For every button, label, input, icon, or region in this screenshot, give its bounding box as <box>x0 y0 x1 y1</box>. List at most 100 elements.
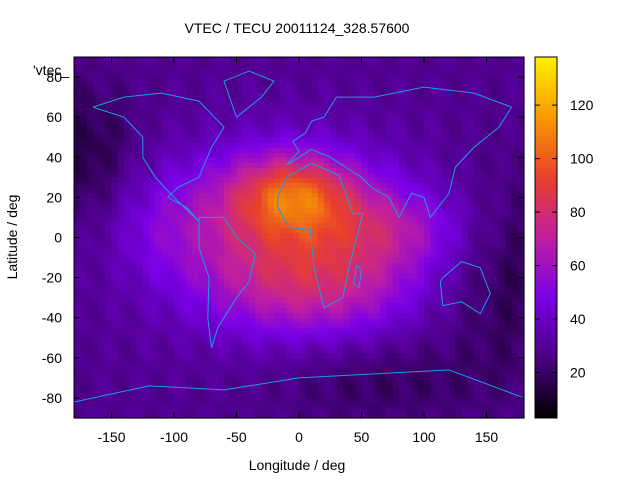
heatmap-cell <box>417 267 425 274</box>
heatmap-cell <box>480 192 488 198</box>
heatmap-cell <box>424 62 431 68</box>
heatmap-cell <box>461 187 469 193</box>
heatmap-cell <box>474 157 481 163</box>
heatmap-cell <box>317 67 325 73</box>
heatmap-cell <box>136 297 144 304</box>
heatmap-cell <box>474 307 481 314</box>
heatmap-cell <box>324 392 331 399</box>
heatmap-cell <box>380 282 388 289</box>
heatmap-cell <box>436 382 444 389</box>
heatmap-cell <box>180 377 188 384</box>
heatmap-cell <box>149 197 156 203</box>
heatmap-cell <box>299 157 306 163</box>
heatmap-cell <box>224 402 231 409</box>
heatmap-cell <box>255 182 263 188</box>
heatmap-cell <box>474 177 481 183</box>
heatmap-cell <box>286 147 294 153</box>
heatmap-cell <box>386 172 394 178</box>
heatmap-cell <box>99 197 106 203</box>
heatmap-cell <box>111 332 119 339</box>
heatmap-cell <box>199 302 206 309</box>
heatmap-cell <box>324 157 331 163</box>
heatmap-cell <box>411 127 419 133</box>
heatmap-cell <box>349 92 356 98</box>
heatmap-cell <box>124 227 131 234</box>
heatmap-cell <box>261 367 269 374</box>
heatmap-cell <box>311 352 319 359</box>
heatmap-cell <box>136 352 144 359</box>
heatmap-cell <box>442 122 450 128</box>
heatmap-cell <box>99 362 106 369</box>
heatmap-cell <box>367 287 375 294</box>
heatmap-cell <box>292 187 300 193</box>
heatmap-cell <box>99 142 106 148</box>
heatmap-cell <box>167 272 175 279</box>
heatmap-cell <box>174 162 181 168</box>
heatmap-cell <box>155 267 163 274</box>
heatmap-cell <box>74 197 81 203</box>
heatmap-cell <box>399 182 406 188</box>
heatmap-cell <box>224 377 231 384</box>
heatmap-cell <box>305 137 313 143</box>
heatmap-cell <box>267 162 275 168</box>
heatmap-cell <box>230 232 238 239</box>
heatmap-cell <box>380 117 388 123</box>
heatmap-cell <box>336 352 344 359</box>
heatmap-cell <box>324 402 331 409</box>
heatmap-cell <box>336 212 344 219</box>
heatmap-cell <box>86 132 94 138</box>
heatmap-cell <box>255 197 263 203</box>
heatmap-cell <box>92 207 100 214</box>
heatmap-cell <box>217 107 225 113</box>
heatmap-cell <box>449 62 456 68</box>
heatmap-cell <box>405 287 413 294</box>
heatmap-cell <box>349 382 356 389</box>
heatmap-cell <box>142 262 150 269</box>
heatmap-cell <box>492 217 500 224</box>
heatmap-cell <box>217 267 225 274</box>
heatmap-cell <box>111 222 119 229</box>
heatmap-cell <box>211 142 219 148</box>
heatmap-cell <box>380 112 388 118</box>
heatmap-cell <box>130 232 138 239</box>
heatmap-cell <box>392 67 400 73</box>
heatmap-cell <box>111 112 119 118</box>
heatmap-cell <box>436 327 444 334</box>
heatmap-cell <box>192 57 200 63</box>
heatmap-cell <box>255 82 263 88</box>
heatmap-cell <box>286 142 294 148</box>
heatmap-cell <box>274 392 281 399</box>
heatmap-cell <box>255 342 263 349</box>
heatmap-cell <box>399 327 406 334</box>
heatmap-cell <box>417 117 425 123</box>
heatmap-cell <box>217 307 225 314</box>
heatmap-cell <box>311 142 319 148</box>
heatmap-cell <box>336 302 344 309</box>
heatmap-cell <box>449 277 456 284</box>
heatmap-cell <box>417 412 425 419</box>
heatmap-cell <box>249 347 256 354</box>
heatmap-cell <box>330 352 338 359</box>
heatmap-cell <box>330 387 338 394</box>
heatmap-cell <box>492 247 500 254</box>
heatmap-cell <box>124 162 131 168</box>
heatmap-cell <box>211 397 219 404</box>
heatmap-cell <box>430 132 438 138</box>
heatmap-cell <box>236 202 244 209</box>
heatmap-cell <box>330 132 338 138</box>
heatmap-cell <box>361 237 369 244</box>
heatmap-cell <box>442 307 450 314</box>
heatmap-cell <box>111 252 119 259</box>
heatmap-cell <box>442 397 450 404</box>
heatmap-cell <box>99 292 106 299</box>
heatmap-cell <box>486 277 494 284</box>
heatmap-cell <box>142 247 150 254</box>
heatmap-cell <box>317 162 325 168</box>
heatmap-cell <box>342 232 350 239</box>
heatmap-cell <box>80 272 88 279</box>
heatmap-cell <box>142 217 150 224</box>
heatmap-cell <box>155 407 163 414</box>
heatmap-cell <box>436 172 444 178</box>
heatmap-cell <box>311 97 319 103</box>
heatmap-cell <box>442 57 450 63</box>
